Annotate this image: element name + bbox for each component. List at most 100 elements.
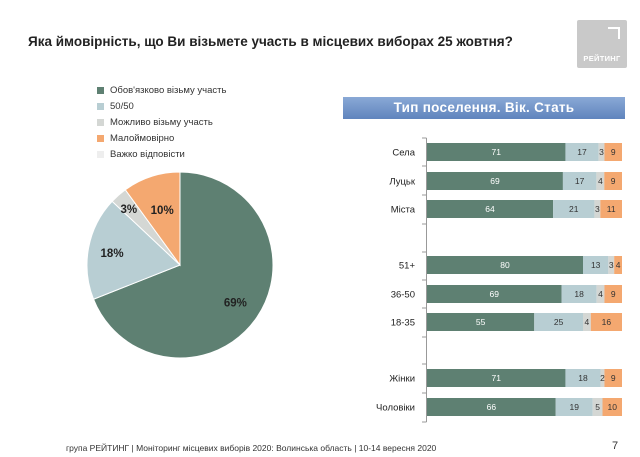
legend-item: Важко відповісти (97, 146, 226, 162)
bar-segment (427, 143, 566, 161)
bar-value-label: 21 (569, 204, 579, 214)
bar-segment (553, 200, 595, 218)
bar-segment (604, 143, 622, 161)
bar-value-label: 80 (500, 260, 510, 270)
page-number: 7 (612, 440, 619, 452)
bar-segment (583, 313, 591, 331)
bar-value-label: 13 (591, 260, 601, 270)
bar-segment (600, 369, 605, 387)
bar-value-label: 5 (595, 402, 600, 412)
category-label: Жінки (389, 374, 415, 385)
bar-segment (600, 200, 622, 218)
legend-label: 50/50 (110, 100, 134, 112)
pie-slice-label: 18% (101, 248, 124, 260)
logo-text: РЕЙТИНГ (583, 54, 621, 63)
chart-title: Яка ймовірність, що Ви візьмете участь в… (28, 34, 513, 49)
bar-value-label: 66 (487, 402, 497, 412)
bar-segment (604, 369, 622, 387)
legend-label: Важко відповісти (110, 148, 185, 160)
bar-value-label: 9 (611, 176, 616, 186)
legend-swatch (97, 134, 104, 142)
panel-header: Тип поселення. Вік. Стать (343, 97, 625, 119)
bar-value-label: 25 (554, 317, 564, 327)
pie-slice (86, 200, 181, 300)
legend-item: Обов'язково візьму участь (97, 82, 226, 98)
bar-value-label: 69 (490, 289, 500, 299)
bar-segment (602, 398, 622, 416)
bar-segment (562, 172, 597, 190)
bar-value-label: 4 (616, 260, 621, 270)
bar-value-label: 18 (574, 289, 584, 299)
legend-swatch (97, 150, 104, 158)
bar-segment (534, 313, 583, 331)
category-label: Луцьк (389, 177, 415, 188)
bar-segment (608, 256, 615, 274)
pie-slice-label: 3% (120, 204, 137, 216)
bar-segment (427, 200, 554, 218)
bar-value-label: 17 (577, 147, 587, 157)
legend-item: Малоймовірно (97, 130, 226, 146)
category-label: Міста (391, 205, 416, 216)
category-label: 51+ (399, 261, 416, 272)
bar-value-label: 19 (569, 402, 579, 412)
bar-segment (565, 143, 599, 161)
legend-label: Можливо візьму участь (110, 116, 213, 128)
legend-swatch (97, 86, 104, 94)
bar-value-label: 2 (600, 373, 605, 383)
logo-corner-mark (608, 27, 620, 39)
bar-segment (427, 172, 563, 190)
bar-value-label: 9 (611, 373, 616, 383)
bar-value-label: 11 (607, 204, 616, 214)
bar-segment (594, 200, 601, 218)
bar-value-label: 64 (485, 204, 495, 214)
bar-value-label: 10 (608, 402, 618, 412)
bar-segment (583, 256, 609, 274)
bar-value-label: 3 (595, 204, 600, 214)
bar-value-label: 71 (491, 373, 501, 383)
bar-segment (604, 172, 622, 190)
bar-value-label: 3 (599, 147, 604, 157)
bar-segment (565, 369, 601, 387)
bar-value-label: 71 (491, 147, 501, 157)
bar-value-label: 4 (598, 176, 603, 186)
bar-segment (590, 313, 622, 331)
bar-segment (427, 398, 556, 416)
legend-item: Можливо візьму участь (97, 114, 226, 130)
category-label: 36-50 (391, 290, 415, 301)
bar-segment (614, 256, 622, 274)
footer-text: група РЕЙТИНГ | Моніторинг місцевих вибо… (66, 443, 437, 453)
pie-slice-label: 69% (224, 298, 247, 310)
bar-segment (427, 313, 535, 331)
legend-item: 50/50 (97, 98, 226, 114)
bar-value-label: 16 (602, 317, 612, 327)
pie-slice (124, 171, 181, 267)
bar-segment (561, 285, 597, 303)
legend-label: Малоймовірно (110, 132, 175, 144)
bar-segment (604, 285, 622, 303)
legend-swatch (97, 102, 104, 110)
bar-segment (427, 256, 583, 274)
category-label: 18-35 (391, 318, 415, 329)
bar-value-label: 17 (575, 176, 585, 186)
bar-segment (427, 369, 566, 387)
bar-value-label: 55 (476, 317, 486, 327)
bar-value-label: 18 (578, 373, 588, 383)
rating-logo: РЕЙТИНГ (577, 20, 627, 68)
bar-value-label: 3 (609, 260, 614, 270)
bar-value-label: 9 (611, 147, 616, 157)
bar-segment (427, 285, 562, 303)
bar-segment (596, 285, 605, 303)
pie-slice (92, 171, 274, 359)
legend-swatch (97, 118, 104, 126)
bar-segment (596, 172, 605, 190)
bar-value-label: 69 (490, 176, 500, 186)
bar-segment (555, 398, 593, 416)
category-label: Чоловіки (376, 403, 415, 414)
bar-segment (592, 398, 603, 416)
bar-value-label: 4 (585, 317, 590, 327)
bar-value-label: 4 (598, 289, 603, 299)
legend-label: Обов'язково візьму участь (110, 84, 227, 96)
category-label: Села (392, 148, 415, 159)
bar-value-label: 9 (611, 289, 616, 299)
